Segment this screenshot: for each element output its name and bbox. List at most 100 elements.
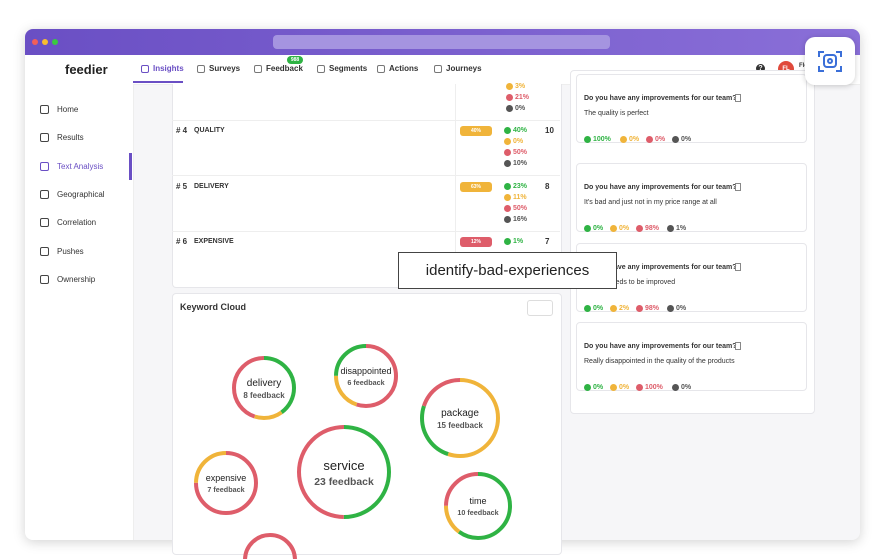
stat-icon	[584, 305, 591, 312]
badge-text: 988	[290, 57, 300, 63]
stat: 100%	[593, 136, 611, 143]
address-bar[interactable]	[273, 35, 610, 49]
keyword-count: 7 feedback	[207, 485, 244, 494]
nav-item: Insights	[153, 64, 184, 73]
nav-icon[interactable]	[197, 65, 205, 73]
stat: 0%	[513, 138, 524, 145]
keyword-count: 23 feedback	[314, 477, 374, 488]
stat-icon	[504, 183, 511, 190]
stat-icon	[620, 136, 627, 143]
avatar-text: FL	[782, 66, 790, 72]
traffic-yellow[interactable]	[42, 39, 48, 45]
sidebar-item: Geographical	[57, 189, 105, 199]
rank: # 6	[176, 237, 188, 246]
keyword: delivery	[247, 378, 281, 389]
ring-segment	[420, 378, 500, 458]
stat: 0%	[515, 105, 526, 112]
stat: 11%	[513, 194, 527, 201]
doc-icon	[735, 263, 741, 271]
stat: 0%	[619, 384, 630, 391]
question: Do you have any improvements for our tea…	[584, 264, 737, 271]
stat: 10%	[513, 160, 528, 167]
stat-icon	[504, 205, 511, 212]
stat: 0%	[593, 225, 604, 232]
sidebar-item: Text Analysis	[57, 161, 104, 171]
sidebar-icon[interactable]	[40, 133, 49, 143]
tooltip-text: identify-bad-experiences	[425, 262, 590, 279]
keyword: service	[323, 458, 364, 473]
sidebar-item: Pushes	[57, 246, 84, 256]
keyword-count: 10 feedback	[457, 508, 498, 517]
topic-name: DELIVERY	[194, 183, 229, 190]
stat-icon	[636, 225, 643, 232]
score-badge	[460, 182, 492, 192]
rank: # 5	[176, 182, 188, 191]
sidebar-icon[interactable]	[40, 246, 49, 256]
sidebar-item: Results	[57, 133, 84, 143]
stat: 1%	[513, 238, 524, 245]
stat-icon	[672, 384, 679, 391]
stat: 21%	[515, 94, 530, 101]
doc-icon	[735, 94, 741, 102]
help-icon[interactable]	[756, 64, 765, 73]
badge-text: 63%	[470, 184, 481, 190]
stat-icon	[584, 136, 591, 143]
answer: It's bad and just not in my price range …	[584, 199, 717, 206]
nav-item: Surveys	[209, 64, 241, 73]
card-title: Keyword Cloud	[180, 302, 247, 312]
nav-icon[interactable]	[377, 65, 385, 73]
nav-icon[interactable]	[434, 65, 442, 73]
stat-icon	[636, 384, 643, 391]
stat-icon	[504, 127, 511, 134]
question: Do you have any improvements for our tea…	[584, 343, 737, 350]
nav-icon[interactable]	[254, 65, 262, 73]
stat-icon	[667, 225, 674, 232]
scan-button[interactable]	[805, 37, 855, 85]
row-divider	[172, 175, 560, 176]
stat-icon	[667, 305, 674, 312]
stat: 0%	[593, 305, 604, 312]
feedback-card	[576, 163, 807, 232]
traffic-green[interactable]	[52, 39, 58, 45]
sidebar-item: Ownership	[57, 274, 96, 284]
ring-segment	[334, 344, 398, 408]
sidebar-icon[interactable]	[40, 105, 49, 114]
sidebar-icon[interactable]	[40, 274, 49, 284]
sidebar-icon[interactable]	[40, 161, 49, 171]
keyword-count: 15 feedback	[437, 421, 483, 430]
traffic-red[interactable]	[32, 39, 38, 45]
feedback-badge	[287, 56, 303, 64]
answer: m needs to be improved	[600, 279, 676, 286]
logo: feedier	[65, 62, 108, 77]
row-divider	[172, 120, 560, 121]
keyword-count: 6 feedback	[347, 378, 384, 387]
stat: 0%	[619, 225, 630, 232]
nav-underline	[133, 81, 183, 83]
stat-icon	[504, 138, 511, 145]
feedback-card	[576, 322, 807, 391]
stat-icon	[506, 83, 513, 90]
badge-text: 12%	[470, 239, 481, 245]
score-badge	[460, 126, 492, 136]
stat: 3%	[515, 83, 526, 90]
stat: 23%	[513, 183, 528, 190]
nav-icon[interactable]	[317, 65, 325, 73]
ring-segment	[232, 356, 296, 420]
stat: 16%	[513, 216, 528, 223]
stat: 1%	[676, 225, 687, 232]
ring-segment	[444, 472, 512, 540]
question: Do you have any improvements for our tea…	[584, 184, 737, 191]
stat-icon	[504, 238, 511, 245]
doc-icon	[735, 342, 741, 350]
settings-button[interactable]	[527, 300, 553, 316]
sidebar-icon[interactable]	[40, 189, 49, 199]
nav-item: Segments	[329, 64, 368, 73]
sidebar-icon[interactable]	[40, 218, 49, 228]
stat: 50%	[513, 205, 528, 212]
nav-icon[interactable]	[141, 65, 149, 73]
stat: 98%	[645, 225, 660, 232]
stat: 50%	[513, 149, 528, 156]
feedback-card	[576, 74, 807, 143]
